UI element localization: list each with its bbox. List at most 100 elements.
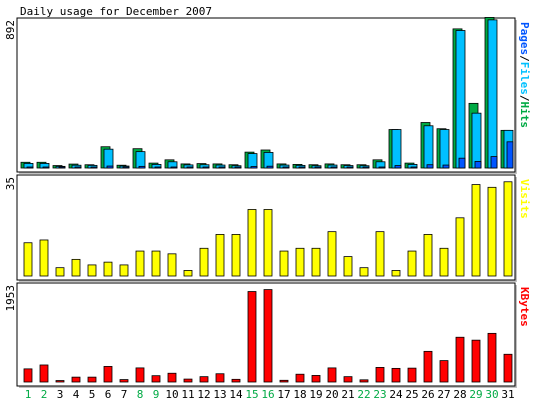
bar-kbytes-day-15	[247, 291, 257, 383]
bar-visits-day-26	[423, 234, 433, 277]
bar-pages-day-15	[250, 166, 258, 169]
bar-kbytes-day-4	[71, 376, 81, 383]
bar-visits-day-31	[503, 181, 513, 277]
bar-pages-day-16	[266, 165, 274, 169]
x-tick-label-day-10: 10	[165, 388, 178, 401]
bar-pages-day-25	[410, 166, 418, 169]
bar-files-day-27	[439, 129, 450, 169]
bar-visits-day-15	[247, 209, 257, 277]
bar-pages-day-26	[426, 164, 434, 169]
x-tick-label-day-23: 23	[373, 388, 386, 401]
bar-pages-day-27	[442, 164, 450, 169]
bar-visits-day-4	[71, 258, 81, 277]
bar-pages-day-8	[138, 165, 146, 169]
series-label-part: /	[518, 95, 531, 102]
x-tick-label-day-29: 29	[469, 388, 482, 401]
bar-visits-day-16	[263, 209, 273, 277]
bar-visits-day-25	[407, 250, 417, 277]
x-tick-label-day-4: 4	[73, 388, 80, 401]
bar-kbytes-day-8	[135, 367, 145, 383]
bar-visits-day-7	[119, 264, 129, 277]
series-label-part: Files	[518, 62, 531, 95]
bar-visits-day-19	[311, 247, 321, 277]
bar-kbytes-day-23	[375, 367, 385, 383]
bar-pages-day-3	[58, 166, 66, 169]
bar-kbytes-day-2	[39, 364, 49, 383]
x-tick-label-day-7: 7	[121, 388, 128, 401]
bar-kbytes-day-26	[423, 350, 433, 383]
panel-max-label: 892	[4, 20, 17, 40]
bar-visits-day-10	[167, 253, 177, 277]
bar-kbytes-day-10	[167, 372, 177, 383]
bar-visits-day-18	[295, 247, 305, 277]
x-tick-label-day-12: 12	[197, 388, 210, 401]
bar-files-day-26	[423, 125, 434, 169]
x-tick-label-day-9: 9	[153, 388, 160, 401]
x-tick-label-day-30: 30	[485, 388, 498, 401]
panel-series-label: Pages/Files/Hits	[518, 22, 531, 128]
bar-pages-day-1	[26, 166, 34, 169]
x-tick-label-day-14: 14	[229, 388, 243, 401]
bar-visits-day-11	[183, 270, 193, 277]
x-tick-label-day-18: 18	[293, 388, 306, 401]
bar-kbytes-day-25	[407, 367, 417, 383]
x-tick-label-day-2: 2	[41, 388, 48, 401]
bar-kbytes-day-22	[359, 379, 369, 383]
bar-pages-day-17	[282, 166, 290, 169]
series-label-part: Hits	[518, 102, 531, 129]
bar-files-day-29	[471, 112, 482, 169]
bar-kbytes-day-16	[263, 289, 273, 383]
x-tick-label-day-3: 3	[57, 388, 64, 401]
x-tick-label-day-24: 24	[389, 388, 403, 401]
bars-kbytes	[23, 289, 513, 383]
bars-visits	[23, 181, 513, 277]
bar-pages-day-2	[42, 166, 50, 169]
bar-files-day-6	[103, 148, 114, 169]
bar-visits-day-14	[231, 234, 241, 277]
bar-kbytes-day-14	[231, 378, 241, 383]
bar-pages-day-6	[106, 165, 114, 169]
bar-visits-day-20	[327, 231, 337, 277]
bar-visits-day-27	[439, 247, 449, 277]
bar-kbytes-day-18	[295, 373, 305, 383]
bar-kbytes-day-31	[503, 353, 513, 383]
x-tick-label-day-6: 6	[105, 388, 112, 401]
bar-kbytes-day-9	[151, 375, 161, 383]
bar-files-day-30	[487, 19, 498, 169]
x-tick-label-day-19: 19	[309, 388, 322, 401]
panel-max-label: 35	[4, 177, 17, 190]
bar-kbytes-day-5	[87, 376, 97, 383]
panel-series-label: Visits	[518, 179, 531, 219]
bar-files-day-8	[135, 151, 146, 169]
bar-visits-day-6	[103, 261, 113, 277]
bar-kbytes-day-30	[487, 332, 497, 383]
bar-visits-day-17	[279, 250, 289, 277]
bar-visits-day-2	[39, 239, 49, 277]
bar-kbytes-day-3	[55, 380, 65, 383]
bar-pages-day-29	[474, 161, 482, 169]
x-axis-day-labels: 1 2 3 4 5 6 7 8 9 10 11 12 13 14 15 16 17 18 19 20 21 22 23 24 2…	[25, 388, 515, 401]
x-tick-label-day-1: 1	[25, 388, 32, 401]
panel-visits: 35 Visits	[4, 174, 531, 282]
bar-visits-day-8	[135, 250, 145, 277]
bar-files-day-24	[391, 129, 402, 169]
bar-pages-day-19	[314, 166, 322, 169]
bar-visits-day-1	[23, 242, 33, 277]
bar-kbytes-day-13	[215, 373, 225, 383]
panel-series-label: KBytes	[518, 287, 531, 327]
bar-pages-day-28	[458, 157, 466, 169]
x-tick-label-day-17: 17	[277, 388, 290, 401]
bar-pages-day-22	[362, 166, 370, 169]
bar-kbytes-day-28	[455, 336, 465, 383]
bar-visits-day-5	[87, 264, 97, 277]
x-tick-label-day-28: 28	[453, 388, 466, 401]
bar-kbytes-day-21	[343, 376, 353, 383]
x-tick-label-day-22: 22	[357, 388, 370, 401]
x-tick-label-day-20: 20	[325, 388, 338, 401]
bar-pages-day-11	[186, 166, 194, 169]
bar-files-day-28	[455, 30, 466, 169]
bar-visits-day-12	[199, 247, 209, 277]
x-tick-label-day-5: 5	[89, 388, 96, 401]
bar-visits-day-29	[471, 184, 481, 277]
